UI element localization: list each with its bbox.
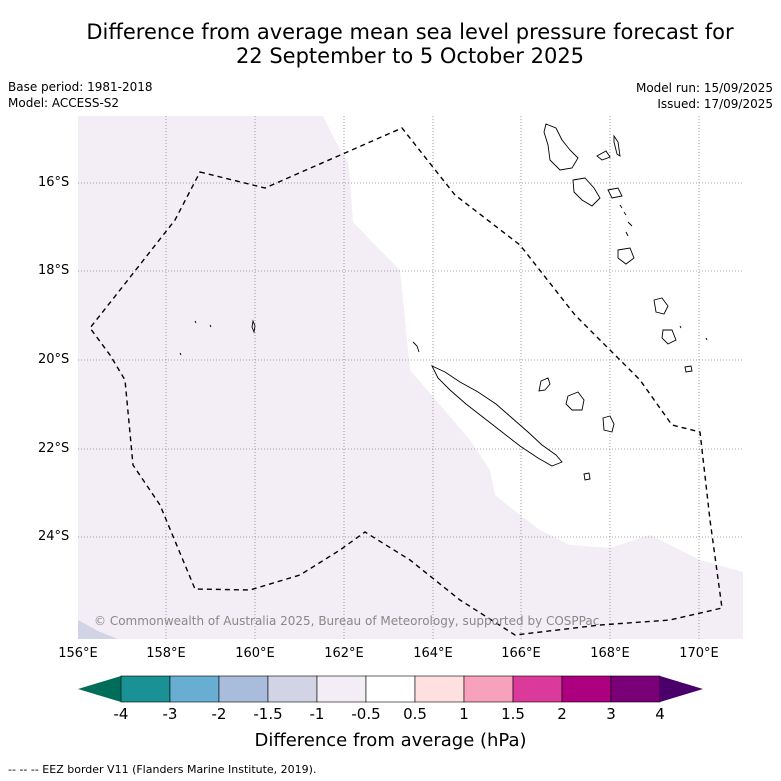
model-name: Model: ACCESS-S2 xyxy=(8,96,120,110)
vanuatu-ambrym xyxy=(607,187,623,199)
lon-label-158e: 158°E xyxy=(146,646,186,661)
colorbar-title: Difference from average (hPa) xyxy=(254,730,527,751)
colorbar-swatch xyxy=(169,675,220,703)
colorbar-tick: -1 xyxy=(309,705,325,723)
new-caledonia-island xyxy=(431,365,563,467)
loyalty-island-3 xyxy=(602,415,615,433)
chart-title-line1: Difference from average mean sea level p… xyxy=(86,20,734,44)
lat-label-20s: 20°S xyxy=(38,352,70,367)
lon-label-164e: 164°E xyxy=(413,646,453,661)
vanuatu-espiritu-santo xyxy=(543,123,579,171)
lon-label-168e: 168°E xyxy=(590,646,630,661)
isle-of-pines xyxy=(583,472,591,481)
colorbar-tick: -1.5 xyxy=(253,705,283,723)
lon-label-156e: 156°E xyxy=(58,646,98,661)
colorbar-swatch xyxy=(561,675,612,703)
vanuatu-malakula xyxy=(572,177,601,207)
colorbar xyxy=(78,675,703,703)
lat-label-24s: 24°S xyxy=(38,529,70,544)
colorbar-tick: 1.5 xyxy=(501,705,525,723)
chesterfield-islands xyxy=(179,319,256,356)
colorbar-tick: 2 xyxy=(557,705,567,723)
issued-date: Issued: 17/09/2025 xyxy=(657,97,773,111)
colorbar-tick: -2 xyxy=(211,705,227,723)
lat-label-16s: 16°S xyxy=(38,175,70,190)
vanuatu-erromango xyxy=(653,297,669,315)
belep-islands xyxy=(412,341,420,353)
region-neg1-to-neg1-5 xyxy=(78,620,118,639)
lon-label-170e: 170°E xyxy=(679,646,719,661)
eez-border xyxy=(89,127,723,636)
copyright-notice: © Commonwealth of Australia 2025, Bureau… xyxy=(94,614,600,628)
model-run: Model run: 15/09/2025 xyxy=(635,81,773,95)
colorbar-swatch xyxy=(218,675,269,703)
graticule xyxy=(78,116,743,639)
colorbar-tick: 0.5 xyxy=(403,705,427,723)
colorbar-tick: 4 xyxy=(655,705,665,723)
colorbar-tick: -0.5 xyxy=(351,705,381,723)
colorbar-extend-high xyxy=(660,676,703,702)
colorbar-swatch xyxy=(267,675,318,703)
vanuatu-pentecost xyxy=(613,134,621,157)
colorbar-swatch xyxy=(120,675,171,703)
colorbar-swatch xyxy=(463,675,514,703)
chart-title-line2: 22 September to 5 October 2025 xyxy=(235,44,585,68)
vanuatu-aneityum xyxy=(684,365,693,373)
eez-legend-note: -- -- -- EEZ border V11 (Flanders Marine… xyxy=(8,763,317,776)
colorbar-swatch xyxy=(512,675,563,703)
lat-label-18s: 18°S xyxy=(38,263,70,278)
colorbar-swatch xyxy=(365,675,416,703)
lon-label-162e: 162°E xyxy=(324,646,364,661)
vanuatu-small-islets xyxy=(619,204,708,341)
vanuatu-island-small-1 xyxy=(596,150,611,161)
colorbar-swatch xyxy=(316,675,367,703)
lat-label-22s: 22°S xyxy=(38,441,70,456)
colorbar-tick: 3 xyxy=(606,705,616,723)
region-neg0-5-to-neg1 xyxy=(78,116,743,639)
colorbar-swatch xyxy=(610,675,661,703)
colorbar-tick: 1 xyxy=(459,705,469,723)
vanuatu-efate xyxy=(617,247,635,265)
loyalty-island-1 xyxy=(538,377,551,392)
lon-label-160e: 160°E xyxy=(235,646,275,661)
colorbar-extend-low xyxy=(78,676,121,702)
base-period: Base period: 1981-2018 xyxy=(8,80,153,94)
vanuatu-tanna xyxy=(661,329,677,345)
loyalty-island-2 xyxy=(565,391,585,411)
lon-label-166e: 166°E xyxy=(501,646,541,661)
colorbar-tick: -3 xyxy=(162,705,178,723)
colorbar-tick: -4 xyxy=(113,705,129,723)
colorbar-swatch xyxy=(414,675,465,703)
